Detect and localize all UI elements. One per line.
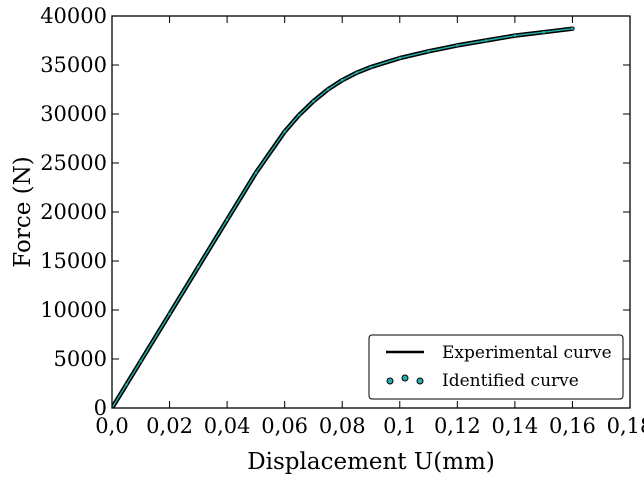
identified-curve-point: [254, 171, 258, 175]
x-tick-label: 0,12: [434, 414, 481, 438]
identified-curve-point: [197, 265, 200, 269]
y-tick-label: 25000: [40, 151, 107, 175]
axes-layer: 0,0 0,02 0,04 0,06 0,08 0,1 0,12 0,14 0,16 0,18 0 5…: [40, 4, 644, 438]
identified-curve-point: [168, 312, 171, 316]
legend-marker-1: [386, 377, 394, 385]
y-tick-label: 35000: [40, 53, 107, 77]
legend-marker-2: [401, 374, 409, 382]
y-tick-label: 10000: [40, 298, 107, 322]
y-tick-label: 30000: [40, 102, 107, 126]
identified-curve-point: [326, 88, 330, 91]
identified-curve-point: [283, 130, 287, 133]
identified-curve-point: [369, 65, 373, 69]
x-tick-label: 0,16: [549, 414, 596, 438]
y-tick-label: 15000: [40, 249, 107, 273]
identified-curve-point: [312, 100, 315, 103]
x-tick-label: 0,02: [146, 414, 193, 438]
identified-curve-point: [542, 30, 545, 34]
identified-curve-point: [297, 113, 301, 117]
x-tick-label: 0,18: [607, 414, 644, 438]
identified-curve-point: [340, 78, 344, 82]
x-tick-label: 0,08: [319, 414, 366, 438]
x-tick-label: 0,04: [204, 414, 251, 438]
x-tick-label: 0,0: [95, 414, 128, 438]
identified-curve-point: [225, 218, 229, 222]
legend-marker-3: [416, 377, 424, 385]
identified-curve-point: [513, 34, 517, 37]
identified-curve-point: [571, 27, 574, 31]
y-axis-label: Force (N): [10, 156, 36, 267]
identified-curve-point: [427, 50, 430, 53]
legend-box: [368, 334, 624, 400]
y-tick-label: 5000: [54, 347, 107, 371]
series-layer: [112, 26, 575, 408]
identified-curve-point: [398, 56, 402, 60]
identified-curve-point: [484, 39, 488, 42]
identified-curve-point: [456, 44, 459, 47]
y-tick-label: 40000: [40, 4, 107, 28]
legend-label-identified: Identified curve: [442, 371, 579, 391]
x-axis-label: Displacement U(mm): [247, 449, 495, 475]
x-tick-label: 0,14: [492, 414, 539, 438]
y-tick-label: 20000: [40, 200, 107, 224]
y-tick-label: 0: [94, 396, 107, 420]
legend: Experimental curve Identified curve: [368, 334, 624, 400]
identified-curve-point: [139, 359, 143, 363]
legend-label-experimental: Experimental curve: [442, 343, 612, 363]
x-tick-label: 0,06: [261, 414, 308, 438]
x-tick-label: 0,1: [383, 414, 416, 438]
identified-curve-point: [355, 71, 358, 75]
identified-curve-point: [125, 383, 128, 386]
